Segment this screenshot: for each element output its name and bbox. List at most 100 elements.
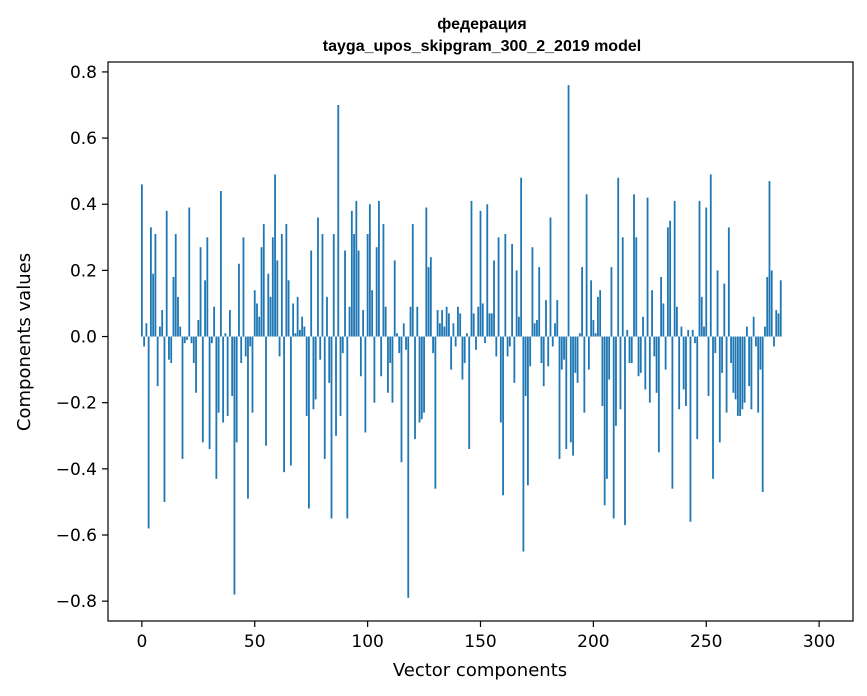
bar-54 bbox=[262, 224, 265, 337]
x-tick-label: 250 bbox=[690, 632, 722, 652]
bar-204 bbox=[601, 336, 604, 406]
bar-7 bbox=[156, 336, 159, 387]
bar-187 bbox=[563, 336, 565, 360]
bar-186 bbox=[560, 336, 563, 370]
bar-171 bbox=[527, 336, 529, 486]
bar-206 bbox=[606, 336, 608, 479]
bar-225 bbox=[648, 336, 651, 403]
bar-163 bbox=[508, 336, 511, 347]
bar-105 bbox=[378, 200, 380, 337]
bar-159 bbox=[499, 336, 502, 423]
bar-17 bbox=[179, 326, 182, 337]
bar-131 bbox=[436, 310, 439, 337]
bar-26 bbox=[199, 247, 202, 337]
bar-200 bbox=[592, 320, 595, 337]
bar-99 bbox=[364, 336, 367, 433]
bar-52 bbox=[258, 316, 261, 337]
bar-148 bbox=[475, 336, 477, 350]
bar-144 bbox=[466, 333, 468, 337]
bar-213 bbox=[621, 237, 624, 337]
bar-9 bbox=[161, 310, 164, 337]
bar-57 bbox=[269, 296, 272, 337]
bar-261 bbox=[730, 336, 732, 363]
bar-214 bbox=[624, 336, 626, 526]
bar-149 bbox=[477, 306, 480, 337]
bar-97 bbox=[359, 336, 362, 377]
bar-141 bbox=[459, 313, 462, 337]
bar-267 bbox=[743, 336, 746, 403]
bar-115 bbox=[400, 336, 403, 463]
bar-55 bbox=[265, 336, 267, 446]
bar-121 bbox=[414, 336, 416, 440]
bar-269 bbox=[748, 336, 751, 387]
bar-145 bbox=[468, 336, 471, 449]
x-axis: 0 50 100 150 200 250 300 bbox=[136, 621, 835, 652]
bar-255 bbox=[716, 270, 719, 337]
bar-127 bbox=[427, 267, 430, 337]
bar-63 bbox=[283, 336, 285, 473]
bar-209 bbox=[612, 336, 615, 519]
bar-156 bbox=[493, 260, 495, 337]
bar-194 bbox=[578, 333, 581, 337]
bar-219 bbox=[635, 237, 638, 337]
bar-129 bbox=[432, 336, 434, 354]
bar-279 bbox=[770, 270, 773, 337]
bar-180 bbox=[547, 336, 550, 367]
chart-subtitle: tayga_upos_skipgram_300_2_2019 model bbox=[323, 38, 641, 55]
bar-173 bbox=[531, 247, 534, 337]
bar-44 bbox=[240, 336, 243, 363]
bar-10 bbox=[163, 336, 166, 502]
bar-65 bbox=[287, 280, 290, 337]
chart-title: федерация bbox=[437, 16, 526, 33]
bar-58 bbox=[271, 237, 274, 337]
bar-36 bbox=[222, 336, 225, 423]
bar-208 bbox=[610, 267, 613, 337]
bar-75 bbox=[310, 250, 313, 337]
bar-184 bbox=[556, 300, 559, 337]
bar-176 bbox=[538, 267, 541, 337]
bar-162 bbox=[506, 336, 509, 357]
y-tick-label: 0.6 bbox=[70, 129, 97, 149]
bar-112 bbox=[393, 260, 396, 337]
bar-247 bbox=[698, 200, 701, 337]
bar-172 bbox=[529, 336, 532, 367]
bar-220 bbox=[637, 336, 640, 377]
bar-193 bbox=[576, 336, 579, 383]
bar-252 bbox=[709, 174, 712, 337]
bar-143 bbox=[463, 336, 466, 363]
bar-189 bbox=[567, 85, 570, 337]
bar-168 bbox=[520, 177, 523, 337]
bar-101 bbox=[368, 204, 371, 337]
bar-12 bbox=[168, 336, 170, 360]
bar-133 bbox=[441, 310, 444, 337]
bar-221 bbox=[639, 336, 642, 373]
bar-250 bbox=[705, 207, 708, 337]
bar-130 bbox=[434, 336, 437, 489]
bar-41 bbox=[233, 336, 236, 595]
bar-276 bbox=[764, 326, 766, 337]
bar-30 bbox=[208, 336, 211, 449]
bar-132 bbox=[438, 323, 441, 337]
bar-199 bbox=[590, 280, 593, 337]
bar-20 bbox=[186, 336, 188, 340]
x-tick-label: 200 bbox=[577, 632, 609, 652]
bar-113 bbox=[396, 333, 398, 337]
bar-230 bbox=[660, 277, 663, 337]
bar-15 bbox=[174, 234, 177, 337]
bar-161 bbox=[504, 234, 507, 337]
bar-16 bbox=[177, 296, 179, 337]
bar-179 bbox=[545, 300, 547, 337]
bar-33 bbox=[215, 336, 218, 479]
bar-202 bbox=[596, 296, 599, 337]
bar-21 bbox=[188, 207, 191, 337]
bar-238 bbox=[678, 336, 681, 410]
bar-59 bbox=[274, 174, 276, 337]
bar-78 bbox=[317, 217, 319, 337]
bar-104 bbox=[375, 247, 378, 337]
bar-8 bbox=[159, 326, 161, 337]
bar-142 bbox=[461, 336, 464, 380]
bar-135 bbox=[445, 306, 448, 337]
bar-272 bbox=[755, 336, 757, 347]
bar-3 bbox=[147, 336, 150, 529]
bar-188 bbox=[565, 336, 568, 449]
